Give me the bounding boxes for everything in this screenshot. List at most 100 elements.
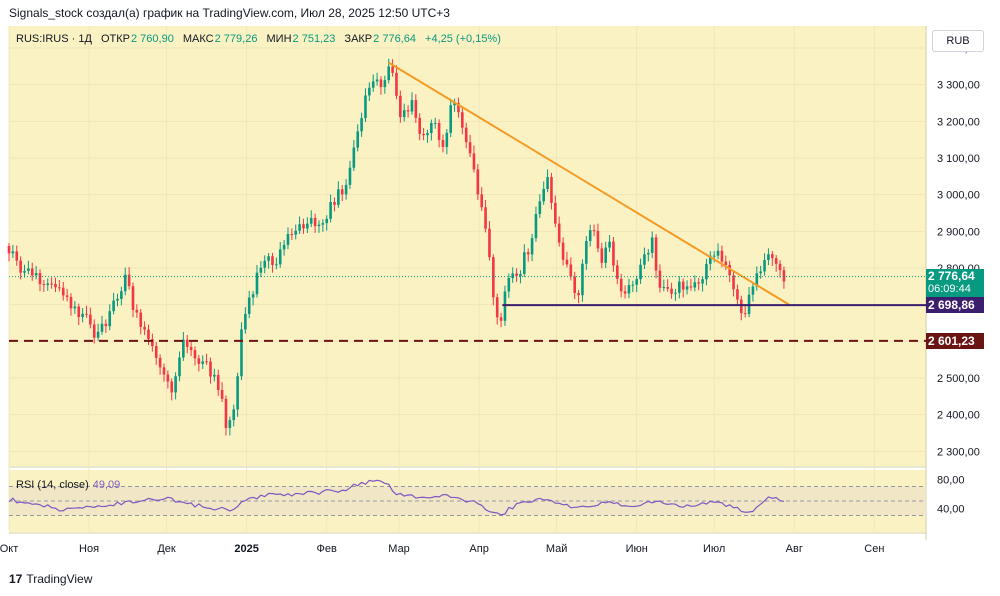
- candle-body: [712, 255, 716, 257]
- trend-line: [388, 61, 790, 306]
- candle-body: [290, 234, 294, 236]
- candle-body: [158, 357, 162, 368]
- candle-body: [619, 278, 623, 292]
- candle-body: [236, 376, 239, 410]
- price-tick-label: 2 400,00: [937, 410, 980, 422]
- candle-body: [325, 218, 329, 224]
- rsi-tick-label: 40,00: [937, 503, 965, 515]
- candle-body: [23, 270, 26, 273]
- candle-body: [430, 122, 433, 134]
- ohlc-legend: RUS:IRUS · 1Д ОТКР2 760,90 МАКС2 779,26 …: [16, 33, 507, 45]
- last-price-tag: 2 776,64 06:09:44: [926, 268, 984, 297]
- low-label: МИН: [266, 33, 292, 45]
- candle-body: [321, 223, 325, 225]
- candle-body: [755, 273, 759, 287]
- drawings[interactable]: [9, 61, 926, 342]
- candle-body: [639, 264, 642, 280]
- candle-body: [216, 374, 220, 391]
- candle-body: [402, 110, 406, 118]
- candle-body: [740, 299, 743, 314]
- candle-body: [189, 346, 193, 351]
- candle-body: [135, 309, 139, 313]
- candle-body: [356, 131, 360, 148]
- low-value: 2 751,23: [292, 33, 336, 45]
- candle-body: [81, 313, 84, 318]
- candle-body: [705, 263, 708, 280]
- candle-body: [333, 201, 336, 205]
- candle-body: [193, 350, 197, 359]
- candle-body: [85, 313, 88, 315]
- candle-body: [782, 270, 786, 282]
- candle-body: [763, 259, 766, 272]
- candle-body: [275, 264, 278, 266]
- candle-body: [445, 132, 449, 147]
- candle-body: [89, 314, 92, 325]
- candle-body: [534, 214, 538, 239]
- candle-body: [643, 254, 646, 265]
- candle-body: [317, 224, 321, 227]
- candle-body: [344, 184, 348, 195]
- candle-body: [472, 153, 476, 170]
- candle-body: [561, 242, 565, 260]
- time-tick-label: Апр: [469, 543, 488, 555]
- candle-body: [147, 329, 150, 340]
- candle-body: [616, 265, 619, 279]
- time-tick-label: 2025: [234, 543, 258, 555]
- candle-body: [166, 374, 170, 382]
- candle-body: [112, 300, 115, 312]
- candle-body: [360, 118, 363, 132]
- time-tick-label: Мар: [388, 543, 410, 555]
- candle-body: [774, 258, 778, 264]
- candle-body: [414, 100, 418, 118]
- candle-body: [530, 238, 534, 255]
- rsi-label[interactable]: RSI (14, close): [16, 479, 89, 491]
- candle-body: [383, 80, 387, 88]
- currency-button[interactable]: RUB: [932, 30, 984, 52]
- candle-body: [623, 291, 627, 294]
- candle-body: [340, 189, 344, 195]
- candle-body: [391, 66, 394, 73]
- candle-body: [484, 207, 487, 229]
- bar-countdown: 06:09:44: [928, 282, 971, 295]
- candle-body: [453, 103, 456, 106]
- candle-body: [650, 237, 654, 253]
- candle-body: [604, 247, 607, 263]
- candle-body: [507, 278, 511, 292]
- time-axis[interactable]: Окт Ноя Дек 2025 Фев Мар Апр Май Июн Июл Авг Сен: [0, 543, 884, 555]
- candle-body: [116, 298, 119, 301]
- candle-body: [255, 272, 259, 295]
- candle-body: [697, 282, 700, 284]
- rsi-line: [8, 479, 785, 516]
- open-value: 2 760,90: [131, 33, 174, 45]
- candle-body: [771, 254, 774, 259]
- candle-body: [120, 291, 123, 299]
- candle-body: [654, 237, 658, 271]
- candle-body: [519, 273, 522, 277]
- candle-body: [54, 283, 57, 288]
- candle-body: [178, 357, 181, 377]
- candle-body: [174, 376, 177, 393]
- candle-body: [600, 248, 604, 263]
- price-tick-label: 2 500,00: [937, 373, 980, 385]
- candle-body: [143, 326, 146, 330]
- candle-body: [259, 267, 263, 273]
- candle-body: [658, 270, 662, 288]
- candle-body: [220, 390, 224, 399]
- candle-body: [662, 287, 666, 289]
- candle-body: [228, 420, 232, 428]
- footer: 17 TradingView: [9, 572, 92, 586]
- candle-body: [309, 217, 313, 224]
- candle-body: [523, 252, 526, 274]
- high-label: МАКС: [182, 33, 214, 45]
- candle-body: [457, 103, 460, 113]
- candle-body: [154, 346, 158, 358]
- candle-body: [302, 224, 305, 229]
- candle-body: [15, 251, 19, 261]
- candle-body: [73, 306, 77, 309]
- candle-body: [588, 230, 592, 242]
- symbol-label[interactable]: RUS:IRUS · 1Д: [16, 33, 92, 45]
- candle-body: [209, 361, 212, 377]
- candle-body: [778, 263, 782, 271]
- candle-body: [546, 177, 549, 189]
